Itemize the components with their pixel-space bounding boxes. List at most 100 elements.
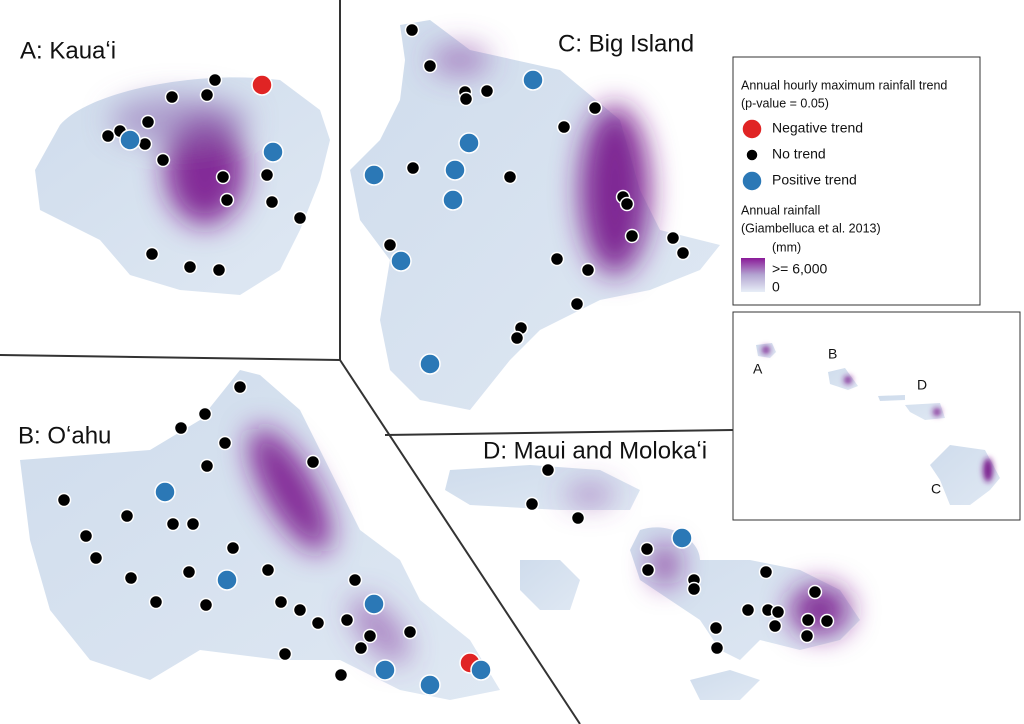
station-marker: [419, 674, 441, 696]
station-marker: [671, 527, 693, 549]
station-marker: [333, 667, 349, 683]
station-marker: [264, 194, 280, 210]
station-marker: [56, 492, 72, 508]
station-marker: [198, 597, 214, 613]
station-marker: [556, 119, 572, 135]
station-marker: [219, 192, 235, 208]
legend-unit: (mm): [772, 240, 801, 254]
station-marker: [310, 615, 326, 631]
station-marker: [549, 251, 565, 267]
station-marker: [470, 659, 492, 681]
legend-symbol: [745, 148, 759, 162]
panel-title: A: Kauaʻi: [20, 37, 116, 64]
station-marker: [458, 132, 480, 154]
station-marker: [419, 353, 441, 375]
divider: [339, 359, 581, 724]
station-marker: [260, 562, 276, 578]
station-marker: [422, 58, 438, 74]
station-marker: [522, 69, 544, 91]
station-marker: [165, 516, 181, 532]
station-marker: [262, 141, 284, 163]
legend-title: Annual hourly maximum rainfall trend: [741, 78, 947, 92]
station-marker: [569, 296, 585, 312]
station-marker: [580, 262, 596, 278]
station-marker: [119, 129, 141, 151]
kahoolawe: [690, 670, 760, 700]
station-marker: [181, 564, 197, 580]
station-marker: [758, 564, 774, 580]
legend-symbol: [741, 170, 763, 192]
station-marker: [619, 196, 635, 212]
station-marker: [207, 72, 223, 88]
inset-island: [930, 445, 1000, 505]
station-marker: [587, 100, 603, 116]
station-marker: [509, 330, 525, 346]
divider: [0, 354, 341, 361]
station-marker: [390, 250, 412, 272]
station-marker: [382, 237, 398, 253]
inset-island: [878, 395, 945, 420]
scale-label: >= 6,000: [772, 261, 827, 277]
legend-label: Negative trend: [772, 120, 863, 136]
rain-hotspot: [653, 545, 677, 585]
panel-title: B: Oʻahu: [18, 422, 111, 449]
rain-hotspot: [580, 105, 650, 275]
station-marker: [442, 189, 464, 211]
station-marker: [292, 210, 308, 226]
station-marker: [119, 508, 135, 524]
station-marker: [277, 646, 293, 662]
station-marker: [799, 628, 815, 644]
station-marker: [88, 550, 104, 566]
inset-box: [732, 311, 1021, 521]
legend-box: [732, 56, 981, 306]
station-marker: [164, 89, 180, 105]
rain-hotspot: [430, 45, 490, 75]
inset-label: A: [753, 361, 763, 377]
rain-hotspot: [248, 428, 332, 552]
inset-rain: [933, 408, 941, 416]
inset-label: D: [917, 377, 927, 393]
station-marker: [251, 74, 273, 96]
station-marker: [259, 167, 275, 183]
station-marker: [197, 406, 213, 422]
station-marker: [540, 462, 556, 478]
station-marker: [524, 496, 540, 512]
rain-hotspot: [350, 597, 410, 663]
inset-map: A B D C: [732, 311, 1021, 521]
station-marker: [173, 420, 189, 436]
station-marker: [800, 612, 816, 628]
station-marker: [225, 540, 241, 556]
station-marker: [123, 570, 139, 586]
station-marker: [339, 612, 355, 628]
legend: Annual hourly maximum rainfall trend (p-…: [732, 56, 981, 306]
station-marker: [217, 435, 233, 451]
legend-title: (Giambelluca et al. 2013): [741, 221, 881, 235]
legend-label: Positive trend: [772, 172, 857, 188]
panel-title: D: Maui and Molokaʻi: [483, 437, 707, 464]
station-marker: [686, 581, 702, 597]
color-scale: [741, 258, 765, 292]
station-marker: [709, 640, 725, 656]
stations: [56, 22, 835, 696]
legend-title: Annual rainfall: [741, 203, 820, 217]
station-marker: [639, 541, 655, 557]
lanai: [520, 560, 580, 610]
divider: [384, 429, 734, 436]
inset-rain: [983, 458, 993, 482]
rain-hotspot: [110, 95, 250, 145]
station-marker: [502, 169, 518, 185]
station-marker: [185, 516, 201, 532]
station-marker: [148, 594, 164, 610]
station-marker: [182, 259, 198, 275]
station-marker: [479, 83, 495, 99]
station-marker: [363, 593, 385, 615]
station-marker: [216, 569, 238, 591]
inset-island: [828, 368, 858, 390]
station-marker: [78, 528, 94, 544]
station-marker: [819, 613, 835, 629]
station-marker: [665, 230, 681, 246]
legend-symbol: [741, 118, 763, 140]
station-marker: [444, 159, 466, 181]
station-marker: [740, 602, 756, 618]
